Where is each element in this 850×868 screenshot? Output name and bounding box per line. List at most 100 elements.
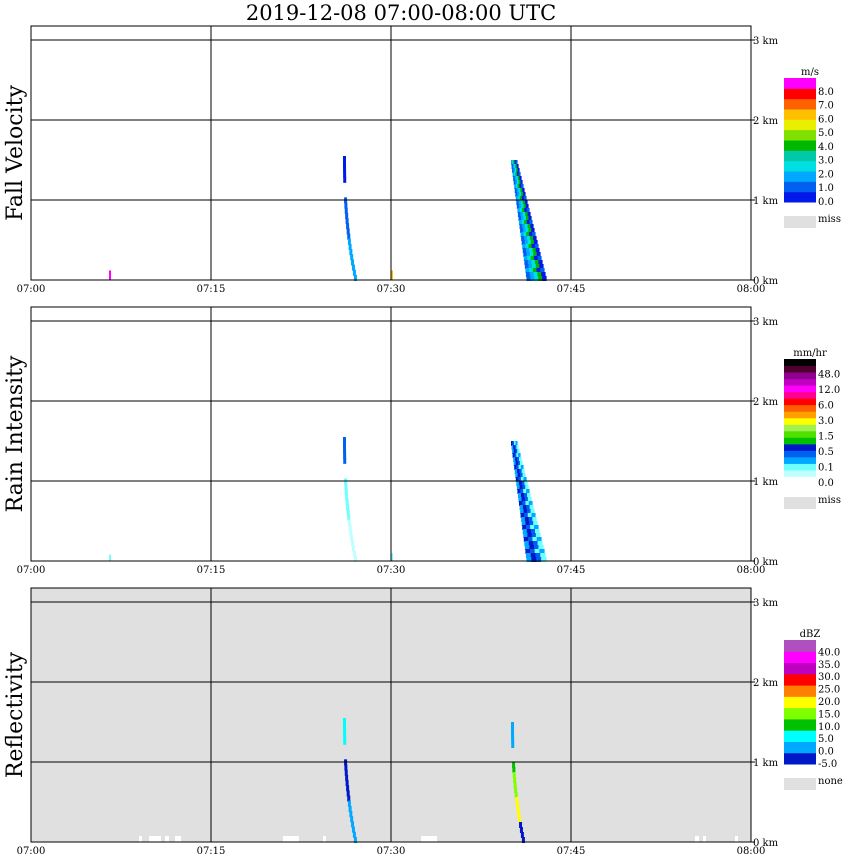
echo-cell xyxy=(539,264,544,269)
y-tick-label: 2 km xyxy=(753,678,779,689)
colorbar-label: 0.5 xyxy=(818,447,834,458)
colorbar-swatch xyxy=(784,443,816,451)
echo-cell xyxy=(343,171,347,178)
y-tick-label: 3 km xyxy=(753,36,779,47)
panel-2: 07:00 07:15 07:30 07:45 08:000 km 1 km 2 km 3 k… xyxy=(3,587,843,857)
echo-cell xyxy=(351,821,355,828)
colorbar-swatch xyxy=(784,411,816,419)
missing-gap xyxy=(175,836,181,842)
echo-cell xyxy=(343,728,347,735)
echo-cell xyxy=(538,545,544,550)
echo-cell xyxy=(522,505,527,510)
echo-cell xyxy=(527,236,531,241)
echo-cell xyxy=(522,248,527,253)
echo-cell xyxy=(534,525,539,530)
colorbar-swatch xyxy=(784,181,816,193)
echo-cell xyxy=(526,525,531,530)
echo-cell xyxy=(530,549,536,554)
echo-cell xyxy=(515,473,519,478)
echo-cell xyxy=(522,485,526,490)
colorbar-swatch xyxy=(784,378,816,386)
echo-cell xyxy=(517,469,520,474)
echo-cell xyxy=(512,441,515,446)
echo-cell xyxy=(517,168,520,173)
echo-cell xyxy=(524,208,528,213)
echo-cell xyxy=(513,777,517,783)
echo-cell xyxy=(520,465,524,470)
missing-gap xyxy=(695,836,699,842)
echo-cell xyxy=(520,473,524,478)
echo-cell xyxy=(525,549,531,554)
echo-cell xyxy=(534,529,540,534)
colorbar-swatch xyxy=(784,430,816,438)
echo-cell xyxy=(528,216,532,221)
echo-cell xyxy=(520,513,525,518)
echo-cell xyxy=(512,160,514,165)
echo xyxy=(511,722,525,843)
colorbar-swatch xyxy=(784,707,816,720)
echo-cell xyxy=(532,268,538,273)
echo-cell xyxy=(525,216,530,221)
echo-cell xyxy=(519,457,522,462)
colorbar-label: 0.0 xyxy=(818,478,834,489)
echo-cell xyxy=(519,822,523,828)
echo-cell xyxy=(523,509,528,514)
echo-cell xyxy=(349,530,353,537)
x-tick-label: 07:00 xyxy=(17,846,46,857)
colorbar-swatch xyxy=(784,651,816,664)
y-tick-label: 0 km xyxy=(753,838,779,849)
echo-cell xyxy=(513,176,516,181)
colorbar-label: 2.0 xyxy=(818,169,834,180)
echo-cell xyxy=(532,537,538,542)
echo-cell xyxy=(351,826,355,833)
echo-cell xyxy=(519,196,523,201)
echo-cell xyxy=(353,274,357,281)
echo-cell xyxy=(109,554,111,561)
echo-cell xyxy=(518,172,521,177)
echo-cell xyxy=(519,204,522,209)
missing-gap xyxy=(283,836,299,842)
echo-cell xyxy=(521,521,527,526)
echo-cell xyxy=(524,220,528,225)
echo-cell xyxy=(528,501,533,506)
echo-cell xyxy=(525,244,530,249)
echo-cell xyxy=(512,772,516,778)
echo-cell xyxy=(343,452,347,459)
echo-cell xyxy=(351,540,355,547)
colorbar-label: 25.0 xyxy=(818,685,840,696)
echo-cell xyxy=(520,188,523,193)
echo-cell xyxy=(527,513,532,518)
colorbar-label: 6.0 xyxy=(818,401,834,412)
echo-cell xyxy=(515,160,518,165)
echo-cell xyxy=(511,441,514,446)
y-tick-label: 3 km xyxy=(753,317,779,328)
echo-cell xyxy=(526,276,531,281)
echo-cell xyxy=(525,268,530,273)
echo-cell xyxy=(343,723,347,730)
colorbar-swatch xyxy=(784,365,816,373)
echo-cell xyxy=(526,489,530,494)
echo-cell xyxy=(347,233,351,240)
echo-cell xyxy=(347,514,351,521)
echo-cell xyxy=(526,252,531,257)
colorbar-swatch xyxy=(784,741,816,754)
echo-cell xyxy=(519,481,523,486)
echo-cell xyxy=(531,557,537,562)
echo-cell xyxy=(523,204,527,209)
echo-cell xyxy=(514,441,517,446)
x-tick-label: 07:15 xyxy=(197,565,226,576)
colorbar-swatch xyxy=(784,171,816,182)
echo-cell xyxy=(515,477,519,482)
y-tick-label: 2 km xyxy=(753,397,779,408)
echo-cell xyxy=(524,497,529,502)
echo-cell xyxy=(513,160,516,165)
echo-cell xyxy=(517,192,520,197)
echo-cell xyxy=(522,473,526,478)
echo-cell xyxy=(515,441,518,446)
x-tick-label: 08:00 xyxy=(737,284,766,295)
echo-cell xyxy=(536,268,541,273)
echo-cell xyxy=(518,200,522,205)
x-tick-label: 08:00 xyxy=(737,846,766,857)
colorbar-swatch xyxy=(784,404,816,412)
